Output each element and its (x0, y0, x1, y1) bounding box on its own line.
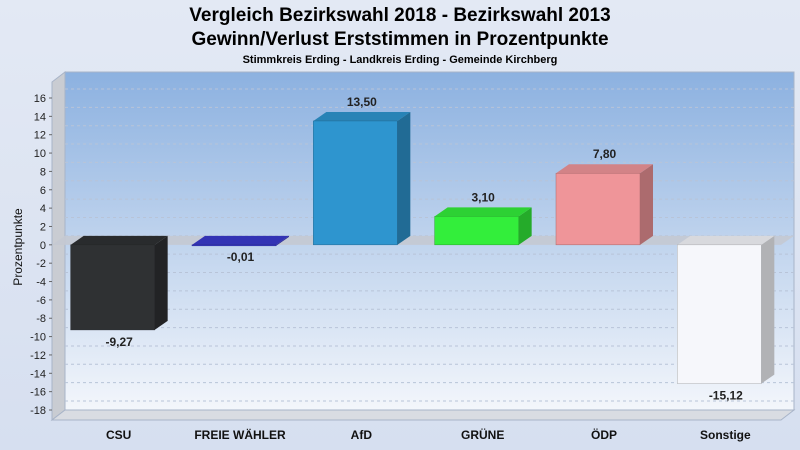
y-tick-label: -18 (30, 405, 46, 417)
x-tick-label: ÖDP (591, 427, 617, 442)
bar-csu (70, 244, 155, 331)
chart-caption: Stimmkreis Erding - Landkreis Erding - G… (242, 54, 558, 66)
x-tick-label: FREIE WÄHLER (194, 427, 286, 442)
data-label: 7,80 (593, 147, 617, 161)
y-tick-label: -16 (30, 387, 46, 399)
chart-title: Vergleich Bezirkswahl 2018 - Bezirkswahl… (189, 5, 611, 26)
bar-top (70, 235, 168, 245)
y-tick-label: -8 (36, 313, 46, 325)
bar-freie-wähler (191, 244, 277, 247)
y-tick-label: -10 (30, 332, 46, 344)
chart-subtitle: Gewinn/Verlust Erststimmen in Prozentpun… (191, 29, 609, 50)
y-tick-label: 12 (34, 130, 46, 142)
bar-side (640, 164, 653, 245)
y-tick-label: 16 (34, 93, 46, 105)
bar-top (434, 207, 532, 217)
bar-top (556, 164, 653, 174)
data-label: 13,50 (347, 95, 377, 109)
bar-grüne (434, 216, 519, 246)
y-axis-label: Prozentpunkte (11, 208, 25, 286)
bar-top (192, 235, 289, 245)
bar-side (154, 235, 168, 330)
bar-side (276, 235, 289, 246)
y-tick-label: 14 (34, 111, 46, 123)
y-tick-label: -6 (36, 295, 46, 307)
y-tick-label: 10 (34, 148, 46, 160)
y-tick-label: 8 (40, 166, 46, 178)
plot-floor (50, 409, 796, 421)
y-tick-label: 4 (40, 203, 46, 215)
x-tick-label: Sonstige (700, 428, 751, 442)
y-tick-label: 6 (40, 185, 46, 197)
y-tick-label: -2 (36, 258, 46, 270)
x-tick-label: CSU (106, 428, 131, 442)
bar-afd (313, 120, 398, 246)
data-label: -9,27 (105, 335, 133, 349)
data-label: -0,01 (227, 250, 255, 264)
data-label: -15,12 (709, 389, 743, 403)
y-tick-label: -14 (30, 368, 46, 380)
bar-side (397, 111, 411, 245)
plot-side-wall (51, 70, 66, 422)
bar-side (518, 207, 532, 245)
bar-side (761, 235, 775, 384)
bar-ödp (555, 172, 641, 246)
bar-top (313, 111, 411, 121)
x-tick-label: GRÜNE (461, 427, 504, 442)
y-tick-label: 0 (40, 240, 46, 252)
bar-sonstige (677, 244, 762, 384)
x-tick-label: AfD (351, 428, 373, 442)
bar-top (677, 235, 775, 245)
y-tick-label: -12 (30, 350, 46, 362)
y-tick-label: -4 (36, 277, 46, 289)
data-label: 3,10 (471, 190, 495, 204)
y-tick-label: 2 (40, 221, 46, 233)
